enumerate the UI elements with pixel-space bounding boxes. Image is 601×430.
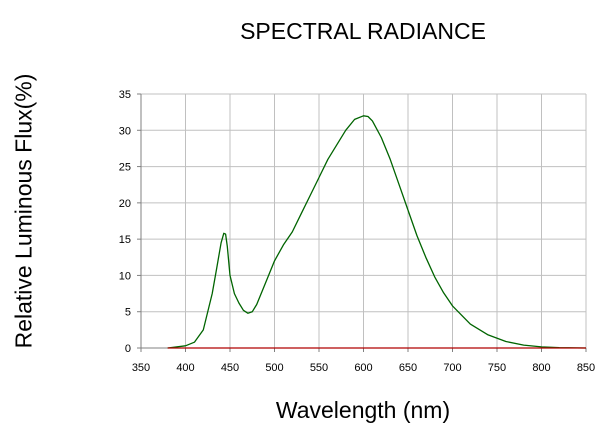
x-tick-label: 500: [265, 362, 283, 374]
chart-title: SPECTRAL RADIANCE: [240, 18, 486, 44]
y-tick-label: 10: [119, 270, 131, 282]
y-axis-label: Relative Luminous Flux(%): [10, 73, 37, 349]
x-axis-label: Wavelength (nm): [275, 397, 451, 423]
y-tick-label: 20: [119, 198, 131, 210]
y-tick-label: 0: [125, 343, 131, 355]
x-tick-label: 350: [132, 362, 150, 374]
y-tick-label: 15: [119, 234, 131, 246]
y-tick-label: 25: [119, 162, 131, 174]
x-tick-label: 850: [577, 362, 595, 374]
y-tick-label: 35: [119, 89, 131, 101]
x-tick-label: 600: [354, 362, 372, 374]
x-tick-label: 650: [399, 362, 417, 374]
y-tick-label: 30: [119, 125, 131, 137]
x-tick-label: 700: [443, 362, 461, 374]
x-tick-label: 550: [310, 362, 328, 374]
spectrum-line: [167, 115, 587, 349]
x-tick-label: 450: [221, 362, 239, 374]
x-tick-label: 400: [176, 362, 194, 374]
x-tick-label: 750: [488, 362, 506, 374]
axes: [137, 93, 587, 352]
y-tick-label: 5: [125, 307, 131, 319]
series-lines: [167, 115, 587, 349]
x-tick-label: 800: [532, 362, 550, 374]
tick-labels: 0 5 10 15 20 25 30 35 350 400 450 500 550 600 650 700 75…: [119, 89, 595, 374]
